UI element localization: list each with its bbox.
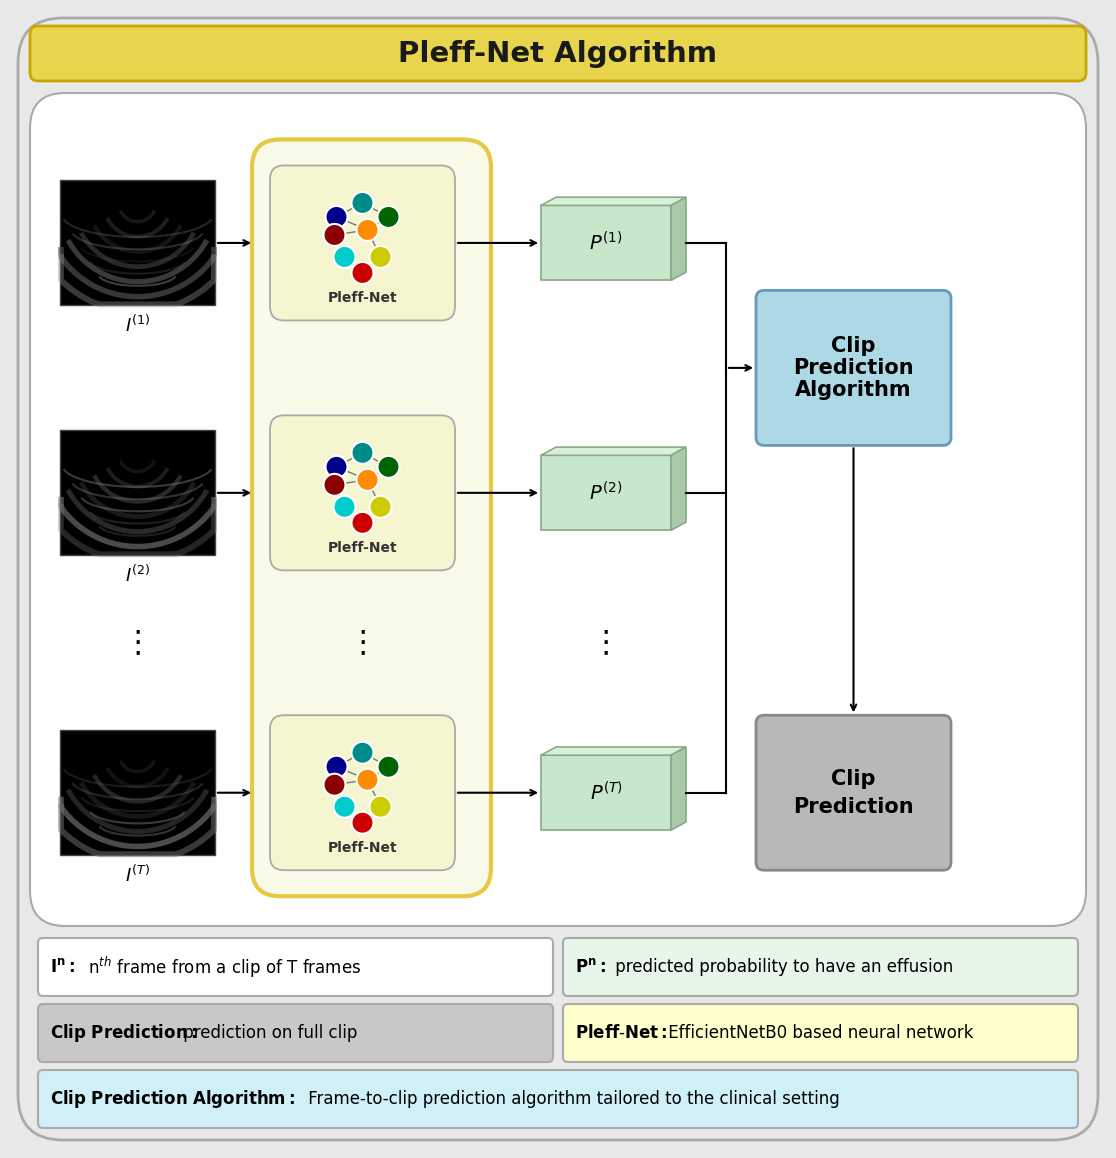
Text: $\mathbf{Pleff\text{-}Net:}$: $\mathbf{Pleff\text{-}Net:}$ — [575, 1024, 667, 1042]
Circle shape — [334, 496, 356, 518]
Polygon shape — [541, 755, 671, 830]
Circle shape — [324, 474, 346, 496]
FancyBboxPatch shape — [18, 19, 1098, 1139]
Text: $P^{(T)}$: $P^{(T)}$ — [589, 782, 623, 805]
Circle shape — [326, 756, 347, 778]
FancyBboxPatch shape — [252, 139, 491, 896]
Polygon shape — [541, 197, 686, 205]
Text: Clip: Clip — [831, 336, 876, 356]
Circle shape — [334, 796, 356, 818]
Circle shape — [369, 496, 392, 518]
Circle shape — [324, 774, 346, 796]
Circle shape — [352, 512, 374, 534]
Circle shape — [356, 469, 378, 491]
FancyBboxPatch shape — [270, 716, 455, 870]
Text: $\mathbf{Clip\ Prediction\ Algorithm:}$: $\mathbf{Clip\ Prediction\ Algorithm:}$ — [50, 1089, 296, 1111]
Text: Pleff-Net: Pleff-Net — [328, 292, 397, 306]
FancyBboxPatch shape — [38, 938, 554, 996]
Circle shape — [326, 206, 347, 228]
FancyBboxPatch shape — [38, 1070, 1078, 1128]
FancyBboxPatch shape — [38, 1004, 554, 1062]
Text: Pleff-Net: Pleff-Net — [328, 841, 397, 856]
Text: $I^{(2)}$: $I^{(2)}$ — [125, 565, 151, 586]
Circle shape — [352, 812, 374, 834]
Circle shape — [326, 456, 347, 478]
Bar — [60, 431, 215, 556]
FancyBboxPatch shape — [270, 416, 455, 571]
Circle shape — [334, 245, 356, 267]
FancyBboxPatch shape — [30, 93, 1086, 926]
Circle shape — [377, 756, 400, 778]
Circle shape — [352, 262, 374, 284]
Text: Prediction: Prediction — [793, 358, 914, 378]
Polygon shape — [541, 455, 671, 530]
Bar — [60, 181, 215, 306]
Polygon shape — [541, 447, 686, 455]
Circle shape — [352, 192, 374, 214]
Circle shape — [356, 219, 378, 241]
Circle shape — [369, 245, 392, 267]
Text: Prediction: Prediction — [793, 797, 914, 816]
Text: EfficientNetB0 based neural network: EfficientNetB0 based neural network — [663, 1024, 973, 1042]
Text: ⋮: ⋮ — [347, 629, 377, 658]
Polygon shape — [671, 197, 686, 280]
Text: $I^{(T)}$: $I^{(T)}$ — [125, 865, 150, 886]
Text: Algorithm: Algorithm — [796, 380, 912, 400]
Polygon shape — [671, 447, 686, 530]
Text: $I^{(1)}$: $I^{(1)}$ — [125, 315, 151, 336]
Text: n$^{th}$ frame from a clip of T frames: n$^{th}$ frame from a clip of T frames — [83, 954, 362, 980]
Text: $P^{(1)}$: $P^{(1)}$ — [589, 232, 623, 255]
Text: prediction on full clip: prediction on full clip — [177, 1024, 357, 1042]
Polygon shape — [541, 205, 671, 280]
FancyBboxPatch shape — [270, 166, 455, 321]
Text: $P^{(2)}$: $P^{(2)}$ — [589, 482, 623, 505]
Text: Pleff-Net: Pleff-Net — [328, 541, 397, 556]
FancyBboxPatch shape — [30, 25, 1086, 81]
Circle shape — [369, 796, 392, 818]
Circle shape — [352, 742, 374, 764]
Circle shape — [377, 206, 400, 228]
Bar — [60, 731, 215, 856]
Text: ⋮: ⋮ — [123, 629, 153, 658]
FancyBboxPatch shape — [756, 291, 951, 446]
Polygon shape — [671, 747, 686, 830]
Circle shape — [377, 456, 400, 478]
Text: $\mathbf{P^n:}$: $\mathbf{P^n:}$ — [575, 958, 606, 976]
Text: $\mathbf{Clip\ Prediction:}$: $\mathbf{Clip\ Prediction:}$ — [50, 1023, 196, 1045]
FancyBboxPatch shape — [756, 716, 951, 870]
Circle shape — [356, 769, 378, 791]
Polygon shape — [541, 747, 686, 755]
Text: Clip: Clip — [831, 769, 876, 789]
Text: Frame-to-clip prediction algorithm tailored to the clinical setting: Frame-to-clip prediction algorithm tailo… — [304, 1090, 839, 1108]
FancyBboxPatch shape — [562, 938, 1078, 996]
Circle shape — [324, 223, 346, 245]
Text: predicted probability to have an effusion: predicted probability to have an effusio… — [610, 958, 953, 976]
Text: ⋮: ⋮ — [590, 629, 622, 658]
Circle shape — [352, 442, 374, 464]
Text: Pleff-Net Algorithm: Pleff-Net Algorithm — [398, 39, 718, 67]
Text: $\mathbf{I^n:}$: $\mathbf{I^n:}$ — [50, 958, 75, 976]
FancyBboxPatch shape — [562, 1004, 1078, 1062]
